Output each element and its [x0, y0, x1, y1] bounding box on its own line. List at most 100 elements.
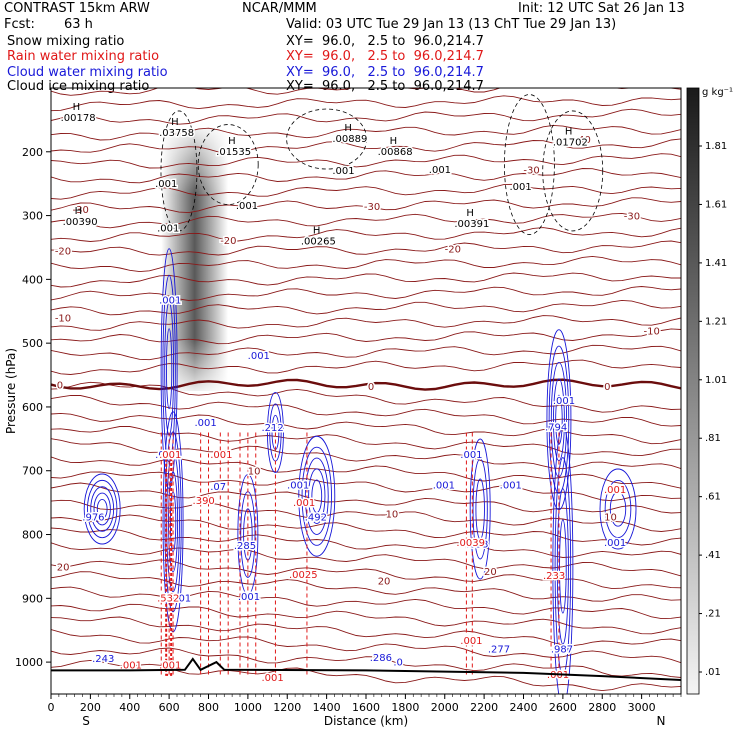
- cloud-water-label: .243: [92, 654, 114, 665]
- x-tick-label: 2800: [588, 701, 616, 714]
- south-label: S: [82, 714, 90, 728]
- colorbar-label: .21: [705, 609, 721, 620]
- x-tick-label: 0: [48, 701, 55, 714]
- snow-contour: [197, 124, 259, 205]
- isotherm-line: [51, 124, 681, 141]
- cloud-water-contour: [472, 458, 488, 560]
- cloud-water-contour: [609, 491, 627, 527]
- isotherm-line: [51, 514, 681, 546]
- isotherm-line: [51, 183, 681, 200]
- rain-label: .001: [547, 670, 569, 681]
- rain-core: [165, 456, 173, 676]
- field-xy-cloud-ice: XY= 96.0, 2.5 to 96.0,214.7: [286, 79, 484, 94]
- colorbar-label: .81: [705, 433, 721, 444]
- isotherm-label: -20: [55, 247, 71, 258]
- cloud-water-label: .001: [500, 481, 522, 492]
- colorbar-unit: g kg⁻¹: [702, 87, 733, 98]
- isotherm-line: [51, 315, 681, 331]
- isotherm-line: [51, 286, 681, 301]
- max-marker: H: [466, 208, 474, 219]
- cloud-water-contour: [599, 468, 637, 550]
- cloud-water-contour: [166, 451, 180, 593]
- cloud-water-contour: [166, 328, 173, 410]
- y-tick-label: 600: [22, 401, 43, 414]
- rain-label: .001: [293, 498, 315, 509]
- isotherm-label: 10: [604, 513, 617, 524]
- colorbar-label: 1.21: [705, 316, 727, 327]
- y-tick-label: 300: [22, 210, 43, 223]
- isotherm-line: [51, 359, 681, 375]
- colorbar-label: 1.01: [705, 375, 727, 386]
- cloud-water-label: .001: [248, 351, 270, 362]
- x-tick-label: 3000: [628, 701, 656, 714]
- cloud-water-label: .277: [488, 645, 510, 656]
- isotherm-label: 0: [368, 382, 374, 393]
- max-marker: H: [171, 117, 179, 128]
- x-tick-label: 200: [80, 701, 101, 714]
- colorbar-label: .41: [705, 550, 721, 561]
- rain-label: .390: [193, 496, 215, 507]
- rain-label: .0039: [456, 538, 485, 549]
- isotherm-line: [51, 603, 681, 635]
- forecast-label: Fcst:: [4, 17, 35, 32]
- cloud-water-label: .492: [305, 512, 327, 523]
- field-label-rain: Rain water mixing ratio: [7, 49, 160, 64]
- isotherm-line: [51, 527, 681, 558]
- isotherm-line: [51, 499, 681, 532]
- x-axis-label: Distance (km): [324, 714, 408, 728]
- snow-max-label: .00265: [301, 236, 336, 247]
- snow-contour: [160, 110, 198, 232]
- isotherm-line: [51, 88, 681, 96]
- isotherm-label: -10: [643, 326, 659, 337]
- isotherm-line: [51, 559, 681, 590]
- cloud-water-contour: [301, 446, 332, 546]
- ice-label: .001: [510, 182, 532, 193]
- cloud-water-label: .212: [261, 423, 283, 434]
- snow-contour: [286, 108, 368, 170]
- isotherm-line: [51, 240, 681, 256]
- x-tick-label: 600: [159, 701, 180, 714]
- x-tick-label: 2600: [549, 701, 577, 714]
- ice-label: .001: [429, 165, 451, 176]
- max-marker: H: [390, 136, 398, 147]
- rain-label: .001: [159, 450, 181, 461]
- isotherm-label: -30: [624, 212, 640, 223]
- y-tick-label: 1000: [15, 656, 43, 669]
- isotherm-line: [51, 394, 681, 427]
- max-marker: H: [73, 102, 81, 113]
- isotherm-line: [51, 138, 681, 154]
- cloud-water-label: .794: [545, 423, 567, 434]
- max-marker: H: [75, 206, 83, 217]
- isotherm-label: -10: [55, 314, 71, 325]
- cloud-water-contour: [559, 519, 567, 614]
- y-tick-label: 900: [22, 592, 43, 605]
- isotherm-line: [51, 586, 681, 620]
- max-marker: H: [228, 136, 236, 147]
- cloud-water-contour: [90, 486, 115, 532]
- isotherm-line: [51, 168, 681, 184]
- max-marker: H: [565, 126, 573, 137]
- snow-max-label: .03758: [159, 128, 194, 139]
- isotherm-line: [51, 571, 681, 602]
- x-tick-label: 400: [119, 701, 140, 714]
- x-tick-label: 1000: [234, 701, 262, 714]
- isotherm-line: [51, 95, 681, 112]
- cloud-water-contour: [469, 438, 491, 580]
- cloud-water-label: .285: [234, 541, 256, 552]
- cloud-water-contour: [308, 468, 326, 524]
- cloud-water-label: .001: [155, 450, 177, 461]
- y-tick-label: 500: [22, 337, 43, 350]
- rain-label: .233: [543, 571, 565, 582]
- x-tick-label: 1600: [352, 701, 380, 714]
- cloud-water-contour: [556, 488, 569, 645]
- ice-label: .001: [157, 224, 179, 235]
- north-label: N: [657, 714, 666, 728]
- cloud-water-label: .286: [370, 653, 392, 664]
- cloud-water-label: .001: [553, 396, 575, 407]
- isotherm-label: 10: [386, 509, 399, 520]
- isotherm-label: -30: [364, 202, 380, 213]
- cloud-water-label: .001: [238, 592, 260, 603]
- isotherm-line: [51, 438, 681, 470]
- x-tick-label: 800: [198, 701, 219, 714]
